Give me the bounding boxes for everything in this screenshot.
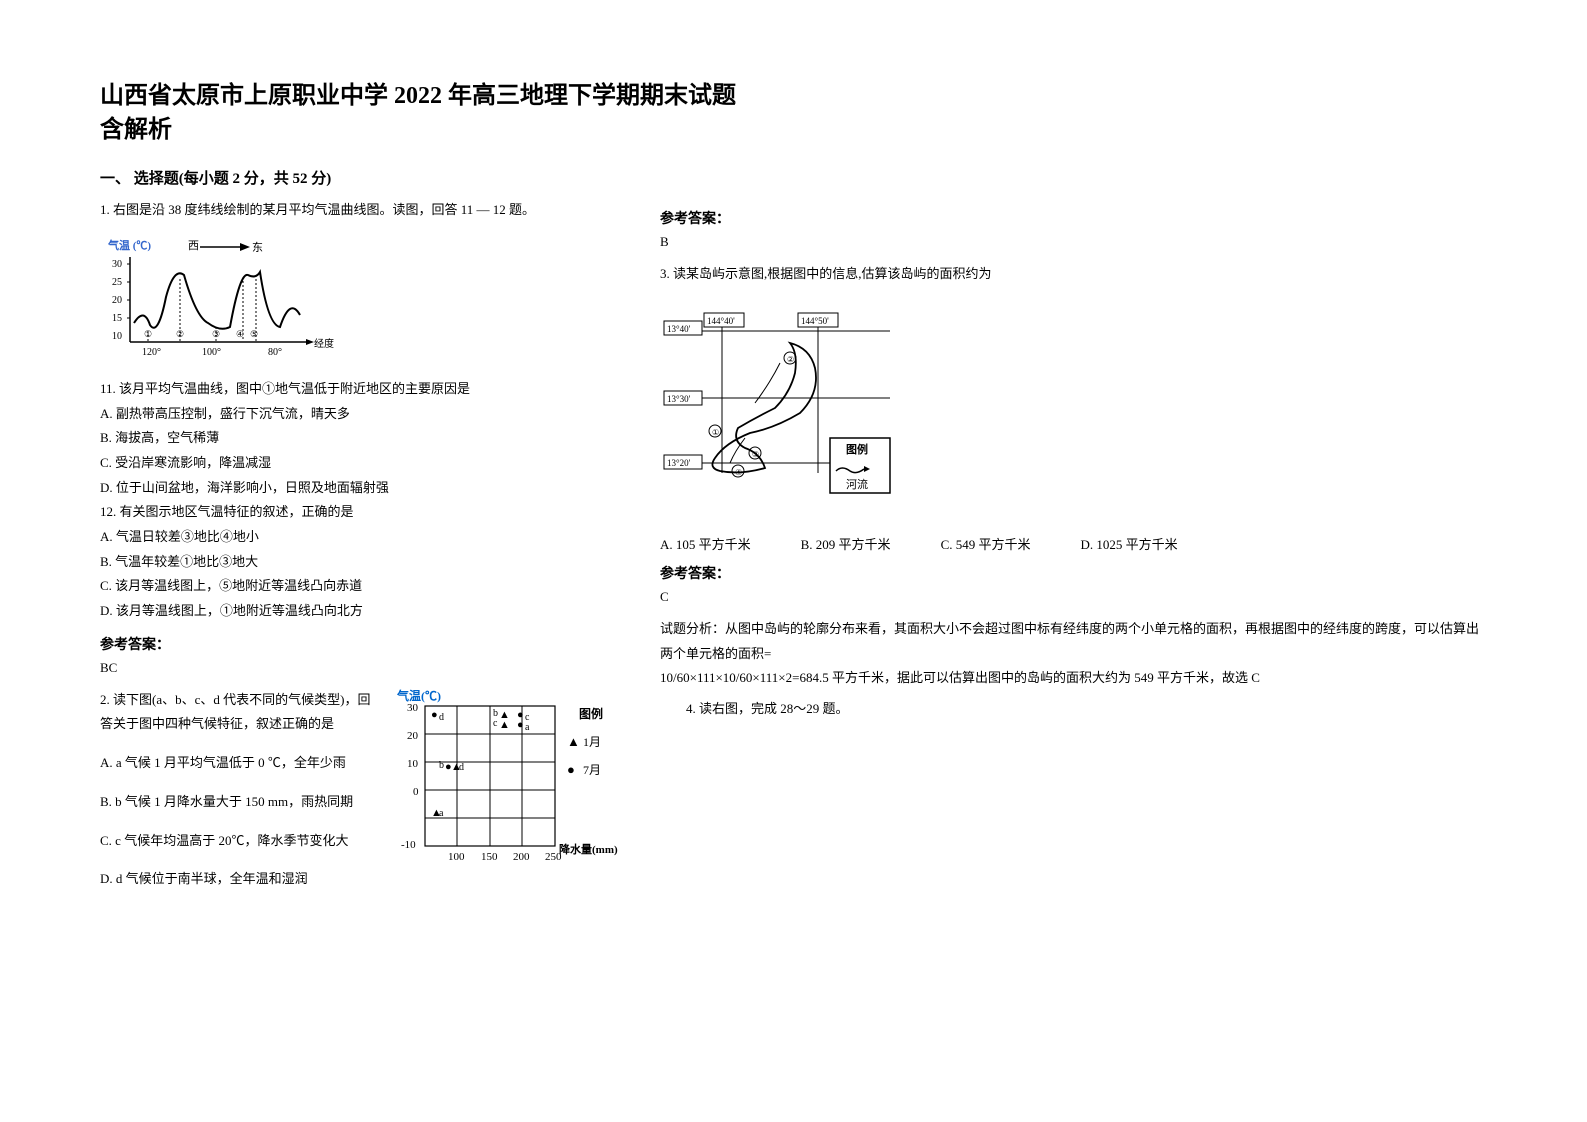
q3-explain-2: 10/60×111×10/60×111×2=684.5 平方千米，据此可以估算出… xyxy=(660,666,1480,691)
svg-text:-10: -10 xyxy=(401,839,416,851)
svg-text:▲: ▲ xyxy=(567,734,580,749)
q1-opt2-b: B. 气温年较差①地比③地大 xyxy=(100,550,620,575)
svg-text:a: a xyxy=(439,808,444,819)
answer-label-2: 参考答案： xyxy=(660,208,1480,228)
svg-text:东: 东 xyxy=(252,241,263,254)
svg-text:降水量(mm): 降水量(mm) xyxy=(559,842,618,856)
svg-text:15: 15 xyxy=(112,313,122,324)
section-1-header: 一、 选择题(每小题 2 分，共 52 分) xyxy=(100,167,1487,188)
svg-text:经度: 经度 xyxy=(314,337,334,350)
svg-text:25: 25 xyxy=(112,277,122,288)
svg-text:144°50': 144°50' xyxy=(801,316,829,326)
svg-text:20: 20 xyxy=(112,295,122,306)
svg-text:100: 100 xyxy=(448,851,465,863)
svg-text:120°: 120° xyxy=(142,347,161,358)
svg-text:1月: 1月 xyxy=(583,735,601,749)
q1-temperature-chart: 气温 (℃) 西 东 30 25 20 15 10 120° 100° 80° … xyxy=(100,237,340,362)
y-axis-label: 气温 (℃) xyxy=(107,238,151,252)
q2-stem-a: 2. 读下图(a、b、c、d 代表不同的气候类型)，回 xyxy=(100,688,383,713)
svg-text:①: ① xyxy=(144,329,152,339)
q1-opt-d: D. 位于山间盆地，海洋影响小，日照及地面辐射强 xyxy=(100,476,620,501)
q3-island-map: 13°40' 13°30' 13°20' 144°40' 144°50' ② ①… xyxy=(660,303,900,503)
svg-text:150: 150 xyxy=(481,851,498,863)
q3-answer: C xyxy=(660,589,1480,605)
svg-text:30: 30 xyxy=(407,702,419,714)
svg-text:d: d xyxy=(439,712,444,723)
q4-stem: 4. 读右图，完成 28～29 题。 xyxy=(660,697,1480,722)
q3-opt-d: D. 1025 平方千米 xyxy=(1080,534,1177,553)
svg-text:②: ② xyxy=(787,355,794,364)
q2-stem-b: 答关于图中四种气候特征，叙述正确的是 xyxy=(100,712,383,737)
q1-opt2-d: D. 该月等温线图上，①地附近等温线凸向北方 xyxy=(100,599,620,624)
svg-text:③: ③ xyxy=(212,329,220,339)
q1-sub2-stem: 12. 有关图示地区气温特征的叙述，正确的是 xyxy=(100,500,620,525)
svg-text:13°20': 13°20' xyxy=(667,458,691,468)
svg-text:图例: 图例 xyxy=(846,442,868,456)
q1-sub1-stem: 11. 该月平均气温曲线，图中①地气温低于附近地区的主要原因是 xyxy=(100,377,620,402)
svg-text:③: ③ xyxy=(752,450,759,459)
svg-text:⑤: ⑤ xyxy=(250,329,258,339)
q3-opt-b: B. 209 平方千米 xyxy=(801,534,891,553)
svg-text:②: ② xyxy=(176,329,184,339)
svg-text:●: ● xyxy=(517,719,524,731)
svg-text:图例: 图例 xyxy=(579,706,603,721)
q1-opt-a: A. 副热带高压控制，盛行下沉气流，晴天多 xyxy=(100,402,620,427)
answer-label-3: 参考答案： xyxy=(660,563,1480,583)
q1-opt-c: C. 受沿岸寒流影响，降温减湿 xyxy=(100,451,620,476)
q2-opt-c: C. c 气候年均温高于 20℃，降水季节变化大 xyxy=(100,829,383,854)
q1-stem: 1. 右图是沿 38 度纬线绘制的某月平均气温曲线图。读图，回答 11 ― 12… xyxy=(100,198,620,223)
exam-title-1: 山西省太原市上原职业中学 2022 年高三地理下学期期末试题 xyxy=(100,80,1487,114)
q1-answer: BC xyxy=(100,660,620,676)
q2-climate-chart: 气温(℃) 30 20 10 0 -10 100 150 200 xyxy=(395,688,620,868)
svg-text:100°: 100° xyxy=(202,347,221,358)
q2-opt-d: D. d 气候位于南半球，全年温和湿润 xyxy=(100,867,383,892)
q1-opt2-a: A. 气温日较差③地比④地小 xyxy=(100,525,620,550)
svg-text:0: 0 xyxy=(413,786,419,798)
svg-text:①: ① xyxy=(712,428,719,437)
svg-text:13°40': 13°40' xyxy=(667,324,691,334)
q3-explain-1: 试题分析：从图中岛屿的轮廓分布来看，其面积大小不会超过图中标有经纬度的两个小单元… xyxy=(660,617,1480,666)
q3-opt-c: C. 549 平方千米 xyxy=(941,534,1031,553)
q2-opt-b: B. b 气候 1 月降水量大于 150 mm，雨热同期 xyxy=(100,790,383,815)
svg-text:c: c xyxy=(493,718,498,729)
svg-text:30: 30 xyxy=(112,259,122,270)
q3-stem: 3. 读某岛屿示意图,根据图中的信息,估算该岛屿的面积约为 xyxy=(660,262,1480,287)
q3-opt-a: A. 105 平方千米 xyxy=(660,534,751,553)
svg-text:④: ④ xyxy=(735,468,742,477)
svg-text:10: 10 xyxy=(112,331,122,342)
answer-label-1: 参考答案： xyxy=(100,634,620,654)
q2-answer: B xyxy=(660,234,1480,250)
svg-text:a: a xyxy=(525,722,530,733)
svg-text:●: ● xyxy=(431,709,438,721)
svg-text:b: b xyxy=(439,760,444,771)
q2-opt-a: A. a 气候 1 月平均气温低于 0 ℃，全年少雨 xyxy=(100,751,383,776)
exam-title-2: 含解析 xyxy=(100,114,1487,148)
svg-text:河流: 河流 xyxy=(846,477,868,491)
svg-text:200: 200 xyxy=(513,851,530,863)
svg-text:西: 西 xyxy=(188,240,199,252)
svg-text:▲: ▲ xyxy=(499,719,510,731)
q1-opt-b: B. 海拔高，空气稀薄 xyxy=(100,426,620,451)
svg-text:13°30': 13°30' xyxy=(667,394,691,404)
svg-text:●: ● xyxy=(567,762,575,777)
svg-text:气温(℃): 气温(℃) xyxy=(396,688,441,703)
svg-text:10: 10 xyxy=(407,758,419,770)
svg-text:d: d xyxy=(459,762,464,773)
svg-text:7月: 7月 xyxy=(583,763,601,777)
svg-text:80°: 80° xyxy=(268,347,282,358)
svg-text:20: 20 xyxy=(407,730,419,742)
svg-text:144°40': 144°40' xyxy=(707,316,735,326)
q1-opt2-c: C. 该月等温线图上，⑤地附近等温线凸向赤道 xyxy=(100,574,620,599)
